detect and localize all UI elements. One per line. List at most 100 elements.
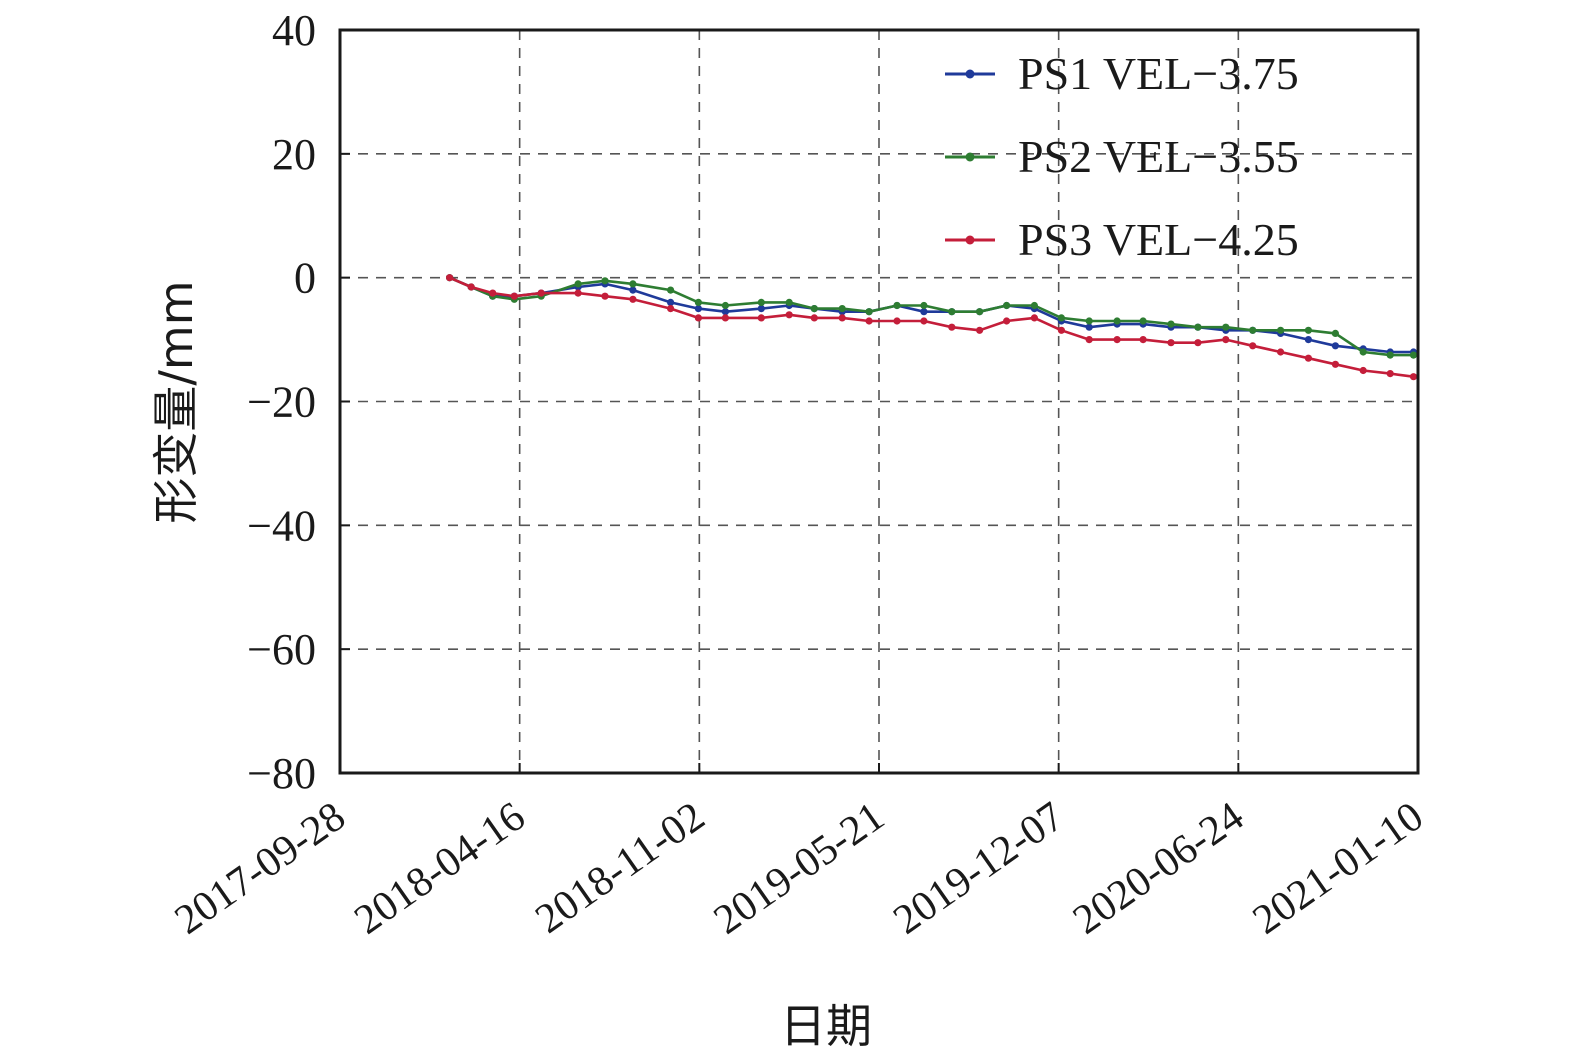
legend-label: PS1 VEL−3.75: [1018, 48, 1299, 99]
y-tick-label: −60: [247, 625, 316, 674]
data-point: [667, 286, 675, 294]
data-point: [1331, 329, 1339, 337]
x-tick-label: 2021-01-10: [1245, 794, 1432, 944]
data-point: [810, 305, 818, 313]
data-point: [1331, 342, 1339, 350]
data-point: [1409, 351, 1418, 359]
data-point: [1085, 336, 1093, 344]
data-point: [920, 308, 928, 316]
data-point: [976, 308, 984, 316]
data-point: [446, 274, 454, 282]
y-tick-label: 20: [272, 130, 316, 179]
data-point: [785, 298, 793, 306]
data-point: [1057, 314, 1065, 322]
data-point: [1249, 342, 1257, 350]
data-point: [1386, 370, 1394, 378]
data-point: [1085, 317, 1093, 325]
data-point: [1277, 348, 1285, 356]
series-ps2: [446, 274, 1418, 359]
data-point: [1249, 326, 1257, 334]
data-point: [629, 295, 637, 303]
data-point: [920, 301, 928, 310]
data-point: [893, 301, 901, 310]
x-tick-label: 2020-06-24: [1065, 794, 1252, 944]
data-point: [1409, 373, 1418, 381]
data-point: [629, 286, 637, 294]
data-point: [1003, 317, 1011, 325]
data-point: [694, 314, 703, 322]
x-tick-label: 2017-09-28: [167, 794, 354, 944]
data-point: [757, 298, 765, 306]
data-point: [948, 323, 956, 331]
data-point: [1222, 336, 1230, 344]
legend-label: PS2 VEL−3.55: [1018, 131, 1299, 182]
data-point: [810, 314, 818, 322]
legend-label: PS3 VEL−4.25: [1018, 214, 1299, 265]
y-axis-ticks: 40 20 0 −20 −40 −60 −80: [247, 6, 350, 798]
data-point: [838, 305, 846, 313]
data-point: [601, 277, 609, 285]
legend-item-ps2: PS2 VEL−3.55: [945, 131, 1299, 182]
series-line: [449, 276, 1414, 378]
data-point: [1113, 336, 1121, 344]
data-point: [1030, 314, 1038, 322]
data-point: [757, 305, 765, 313]
series-line: [449, 276, 1414, 357]
data-point: [1167, 320, 1175, 328]
x-axis-label: 日期: [780, 999, 872, 1053]
data-point: [721, 314, 730, 322]
legend: PS1 VEL−3.75 PS2 VEL−3.55 PS3 VEL−4.25: [945, 48, 1299, 265]
series-layer: [446, 274, 1418, 381]
data-point: [667, 298, 675, 306]
data-point: [1304, 326, 1312, 334]
legend-item-ps1: PS1 VEL−3.75: [945, 48, 1299, 99]
data-point: [1085, 323, 1093, 331]
data-point: [1139, 336, 1147, 344]
x-axis-ticks: 2017-09-282018-04-162018-11-022019-05-21…: [167, 763, 1432, 944]
data-point: [1222, 323, 1230, 331]
data-point: [1167, 339, 1175, 347]
data-point: [510, 292, 518, 300]
data-point: [1359, 348, 1367, 356]
data-point: [601, 292, 609, 300]
data-point: [976, 326, 984, 334]
data-point: [574, 289, 582, 297]
data-point: [629, 280, 637, 288]
series-ps1: [446, 274, 1418, 356]
data-point: [574, 280, 582, 288]
data-point: [467, 283, 475, 291]
data-point: [1386, 351, 1394, 359]
y-tick-label: −20: [247, 378, 316, 427]
data-point: [1057, 326, 1065, 334]
legend-item-ps3: PS3 VEL−4.25: [945, 214, 1299, 265]
data-point: [757, 314, 765, 322]
data-point: [667, 305, 675, 313]
data-point: [721, 308, 730, 316]
data-point: [865, 317, 873, 325]
y-tick-label: 0: [294, 254, 316, 303]
data-point: [1304, 336, 1312, 344]
data-point: [489, 289, 497, 297]
data-point: [537, 289, 545, 297]
data-point: [694, 305, 703, 313]
legend-marker: [965, 152, 975, 162]
data-point: [1331, 360, 1339, 368]
data-point: [1139, 317, 1147, 325]
data-point: [893, 317, 901, 325]
data-point: [865, 308, 873, 316]
x-tick-label: 2018-11-02: [527, 794, 713, 943]
data-point: [1194, 339, 1202, 347]
data-point: [785, 311, 793, 319]
series-line: [449, 276, 1414, 354]
data-point: [838, 314, 846, 322]
y-axis-label: 形变量/mm: [149, 280, 203, 523]
data-point: [721, 301, 730, 310]
data-point: [1003, 301, 1011, 310]
data-point: [694, 298, 703, 306]
data-point: [1113, 317, 1121, 325]
legend-marker: [965, 69, 975, 79]
y-tick-label: −40: [247, 501, 316, 550]
data-point: [920, 317, 928, 325]
x-tick-label: 2019-05-21: [706, 794, 893, 944]
